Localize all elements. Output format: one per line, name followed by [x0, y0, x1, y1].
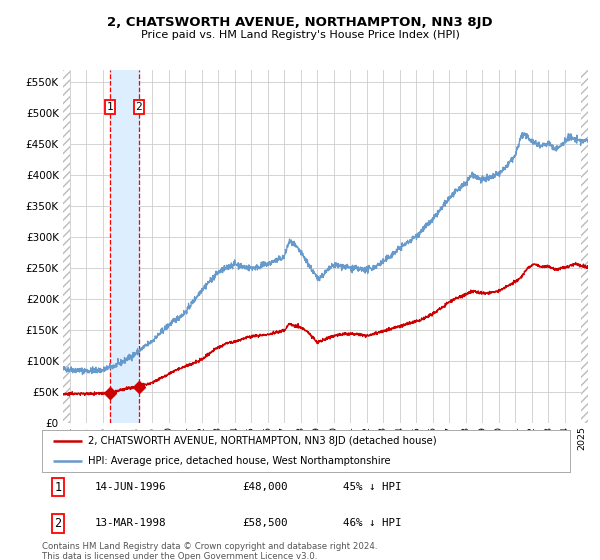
Text: 2, CHATSWORTH AVENUE, NORTHAMPTON, NN3 8JD: 2, CHATSWORTH AVENUE, NORTHAMPTON, NN3 8… [107, 16, 493, 29]
Text: Contains HM Land Registry data © Crown copyright and database right 2024.
This d: Contains HM Land Registry data © Crown c… [42, 542, 377, 560]
Text: 2: 2 [54, 517, 61, 530]
Text: 2, CHATSWORTH AVENUE, NORTHAMPTON, NN3 8JD (detached house): 2, CHATSWORTH AVENUE, NORTHAMPTON, NN3 8… [88, 436, 437, 446]
Text: Price paid vs. HM Land Registry's House Price Index (HPI): Price paid vs. HM Land Registry's House … [140, 30, 460, 40]
Text: 45% ↓ HPI: 45% ↓ HPI [343, 482, 401, 492]
Text: 1: 1 [107, 102, 113, 112]
Text: 2: 2 [136, 102, 142, 112]
Text: £48,000: £48,000 [242, 482, 288, 492]
Text: £58,500: £58,500 [242, 519, 288, 529]
Text: 1: 1 [54, 481, 61, 494]
Bar [63, 70, 70, 423]
Text: HPI: Average price, detached house, West Northamptonshire: HPI: Average price, detached house, West… [88, 456, 391, 466]
Text: 14-JUN-1996: 14-JUN-1996 [95, 482, 166, 492]
Text: 13-MAR-1998: 13-MAR-1998 [95, 519, 166, 529]
Bar [110, 70, 139, 423]
Text: 46% ↓ HPI: 46% ↓ HPI [343, 519, 401, 529]
Bar [581, 70, 588, 423]
